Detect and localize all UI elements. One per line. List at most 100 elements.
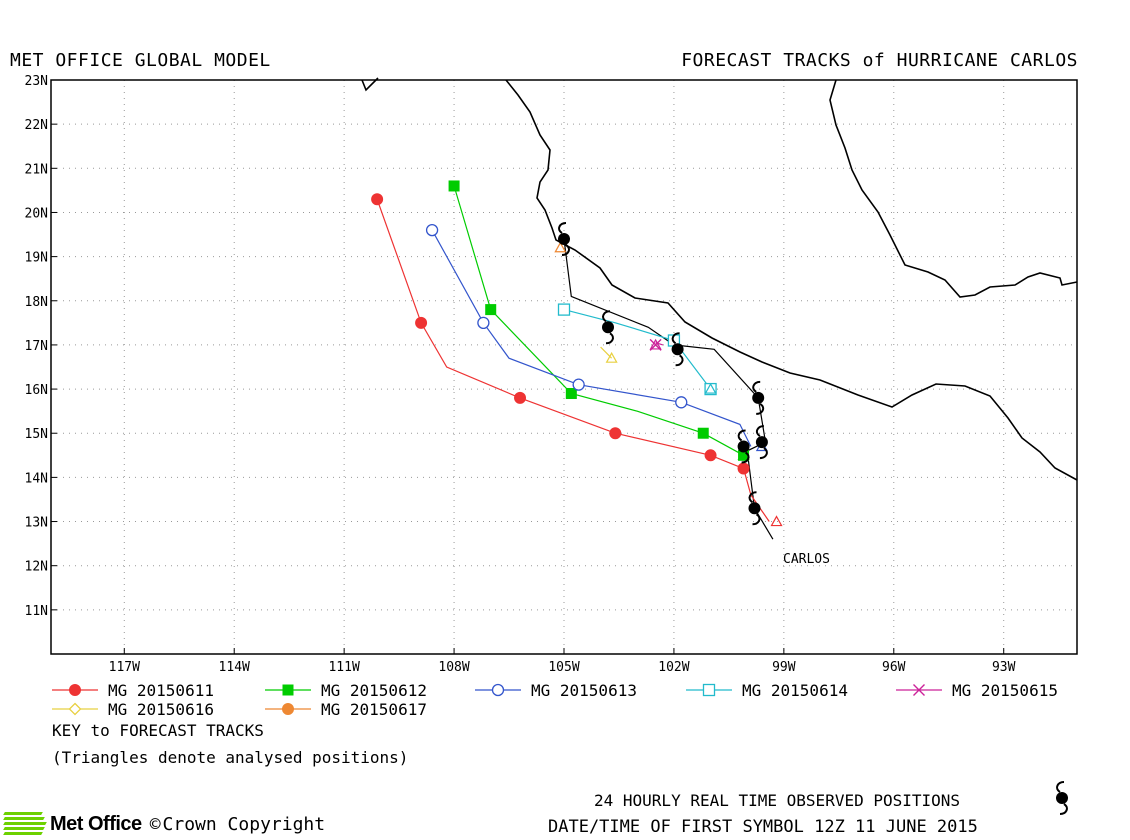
hurricane-symbol-arm [752,513,761,526]
tick-label-lat: 23N [25,74,48,89]
hurricane-symbol-core [755,436,768,449]
hurricane-observed-symbol [748,491,761,526]
forecast-track-marker [704,449,717,462]
hurricane-symbol-arm [756,403,765,415]
forecast-tracks [371,180,770,522]
legend: MG 20150611 MG 20150612 MG 20150613 MG 2015… [52,681,1058,719]
forecast-track-marker [477,316,490,329]
hurricane-symbol-arm [752,380,761,393]
met-office-wordmark: Met Office [50,812,142,835]
tick-label-lat: 13N [25,516,48,531]
analysed-position-triangle [554,241,567,253]
tick-label-lat: 12N [25,560,48,575]
tick-label-lat: 14N [25,471,48,486]
legend-label: MG 20150617 [321,700,427,719]
hurricane-symbol-arm [741,451,750,464]
hurricane-symbol-arm [605,332,614,345]
tick-label-lat: 20N [25,206,48,221]
tick-label-lon: 114W [219,660,250,675]
hurricane-symbol-arm [759,447,768,460]
tick-label-lat: 19N [25,251,48,266]
tick-label-lat: 21N [25,162,48,177]
legend-marker [282,684,294,696]
hurricane-symbol-core [748,502,761,515]
legend-label: MG 20150616 [108,700,214,719]
met-office-stripes-icon [3,812,47,836]
chart-title-left: MET OFFICE GLOBAL MODEL [10,50,271,71]
tick-label-lon: 99W [772,660,796,675]
analysed-position-triangle [737,449,750,460]
legend-label: MG 20150611 [108,681,214,700]
tick-label-lat: 17N [25,339,48,354]
coastline [361,77,1078,481]
forecast-track-marker [415,316,428,329]
legend-marker [68,702,82,716]
forecast-track-marker [557,303,571,316]
forecast-track-marker [572,378,585,391]
hurricane-symbol-core [671,343,684,356]
hurricane-symbol-arm [755,425,765,437]
tick-label-lon: 111W [328,660,359,675]
forecast-track-marker [371,193,384,206]
hurricane-symbol-arm [602,310,611,323]
tick-label-lat: 22N [25,118,48,133]
legend-triangles-note: (Triangles denote analysed positions) [52,748,409,767]
axis-tick-labels: 117W 114W 111W 108W 105W 102W 99W 96W 93W 23N 22N 2… [25,74,1016,675]
tick-label-lon: 102W [658,660,689,675]
copyright-icon: © [149,813,161,835]
hurricane-symbol-core [737,440,750,453]
forecast-track-marker [675,396,688,409]
hurricane-symbol-icon [1056,781,1068,815]
map-frame [50,79,1078,655]
legend-marker [491,683,505,697]
hurricane-symbol-core [602,321,614,334]
tick-label-lon: 96W [882,660,906,675]
legend-label: MG 20150612 [321,681,427,700]
hurricane-observed-symbol [737,429,750,464]
grid-lines [51,79,1077,654]
forecast-track-marker [485,304,497,316]
legend-label: MG 20150614 [742,681,848,700]
tick-label-lat: 15N [25,427,48,442]
hurricane-observed-symbol [558,222,570,256]
chart-title-right: FORECAST TRACKS of HURRICANE CARLOS [681,50,1078,71]
forecast-track-marker [514,391,527,404]
hurricane-symbol-arm [561,244,570,256]
legend-label: MG 20150615 [952,681,1058,700]
hurricane-observed-symbol [755,425,768,460]
forecast-track-marker [448,180,460,192]
analysed-positions [554,241,783,527]
hurricane-symbol-arm [748,491,757,504]
legend-key-title: KEY to FORECAST TRACKS [52,721,264,740]
hurricane-symbol-arm [671,332,680,345]
forecast-track-line [376,198,770,522]
hurricane-observed-symbol [671,332,684,367]
forecast-track-marker [609,427,622,440]
legend-marker [69,684,81,696]
observed-positions-label: 24 HOURLY REAL TIME OBSERVED POSITIONS [594,791,961,810]
analysed-position-triangle [605,351,618,363]
hurricane-symbol-arm [675,354,684,367]
tick-label-lat: 18N [25,295,48,310]
forecast-track-marker [425,223,439,237]
analysed-position-triangle [649,338,662,350]
tick-label-lon: 117W [109,660,140,675]
hurricane-observed-symbol [602,310,614,345]
legend-label: MG 20150613 [531,681,637,700]
forecast-track-marker [697,427,709,439]
hurricane-symbol-arm [558,222,567,234]
forecast-track-line [453,185,744,456]
hurricane-symbol-arm [737,429,746,442]
forecast-track-marker [737,462,750,475]
hurricane-symbol-core [752,391,765,404]
hurricane-symbol-core [558,233,570,245]
tick-label-lat: 11N [25,604,48,619]
tick-label-lon: 105W [548,660,579,675]
legend-marker [702,683,716,697]
analysed-position-triangle [770,515,783,527]
forecast-track-line [563,309,712,390]
hurricane-symbols [558,222,768,526]
forecast-track-marker [738,449,750,461]
tick-label-lon: 108W [438,660,469,675]
legend-marker [282,703,294,715]
